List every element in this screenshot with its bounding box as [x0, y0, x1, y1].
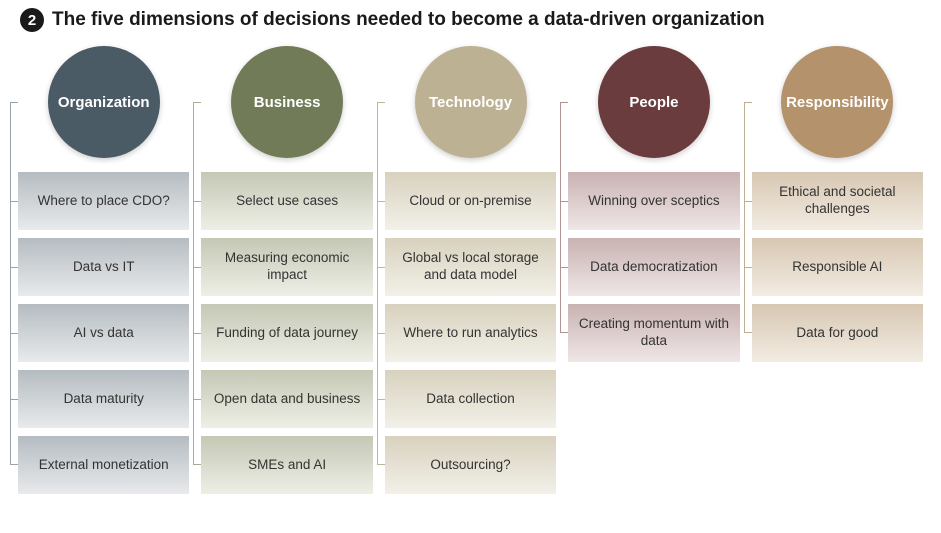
column-responsibility: Responsibility Ethical and societal chall…: [752, 46, 923, 494]
connector-tick: [10, 333, 18, 334]
connector-tick: [193, 333, 201, 334]
connector-tick: [377, 201, 385, 202]
decision-item: Data for good: [752, 304, 923, 362]
column-technology: Technology Cloud or on-premise Global vs l…: [385, 46, 556, 494]
connector-bracket: [10, 102, 18, 465]
dimension-circle: Organization: [48, 46, 160, 158]
decision-item: Measuring economic impact: [201, 238, 372, 296]
connector-tick: [10, 201, 18, 202]
decision-item: Ethical and societal challenges: [752, 172, 923, 230]
dimension-circle: People: [598, 46, 710, 158]
decision-item: Creating momentum with data: [568, 304, 739, 362]
page-title: The five dimensions of decisions needed …: [52, 9, 765, 31]
connector-tick: [560, 267, 568, 268]
items-list: Cloud or on-premise Global vs local stora…: [385, 172, 556, 494]
decision-item: Open data and business: [201, 370, 372, 428]
decision-item: Responsible AI: [752, 238, 923, 296]
title-badge: 2: [20, 8, 44, 32]
column-people: People Winning over sceptics Data democrat…: [568, 46, 739, 494]
decision-item: Cloud or on-premise: [385, 172, 556, 230]
connector-tick: [377, 267, 385, 268]
connector-tick: [10, 399, 18, 400]
decision-item: Winning over sceptics: [568, 172, 739, 230]
items-list: Select use cases Measuring economic impac…: [201, 172, 372, 494]
items-list: Where to place CDO? Data vs IT AI vs data D…: [18, 172, 189, 494]
connector-bracket: [560, 102, 568, 333]
decision-item: Where to place CDO?: [18, 172, 189, 230]
dimension-circle: Business: [231, 46, 343, 158]
connector-bracket: [193, 102, 201, 465]
items-list: Winning over sceptics Data democratizatio…: [568, 172, 739, 362]
connector-tick: [377, 333, 385, 334]
decision-item: SMEs and AI: [201, 436, 372, 494]
connector-tick: [10, 267, 18, 268]
column-business: Business Select use cases Measuring econom…: [201, 46, 372, 494]
decision-item: Data democratization: [568, 238, 739, 296]
decision-item: Funding of data journey: [201, 304, 372, 362]
columns-container: Organization Where to place CDO? Data vs I…: [0, 36, 941, 504]
decision-item: Where to run analytics: [385, 304, 556, 362]
decision-item: Data collection: [385, 370, 556, 428]
connector-tick: [377, 399, 385, 400]
decision-item: Data vs IT: [18, 238, 189, 296]
dimension-circle: Technology: [415, 46, 527, 158]
connector-tick: [560, 201, 568, 202]
connector-tick: [193, 399, 201, 400]
connector-bracket: [744, 102, 752, 333]
decision-item: Global vs local storage and data model: [385, 238, 556, 296]
column-organization: Organization Where to place CDO? Data vs I…: [18, 46, 189, 494]
connector-tick: [193, 267, 201, 268]
decision-item: Select use cases: [201, 172, 372, 230]
decision-item: Outsourcing?: [385, 436, 556, 494]
items-list: Ethical and societal challenges Responsib…: [752, 172, 923, 362]
decision-item: Data maturity: [18, 370, 189, 428]
decision-item: AI vs data: [18, 304, 189, 362]
connector-tick: [744, 267, 752, 268]
dimension-circle: Responsibility: [781, 46, 893, 158]
title-row: 2 The five dimensions of decisions neede…: [0, 0, 941, 36]
connector-bracket: [377, 102, 385, 465]
connector-tick: [744, 201, 752, 202]
connector-tick: [193, 201, 201, 202]
decision-item: External monetization: [18, 436, 189, 494]
